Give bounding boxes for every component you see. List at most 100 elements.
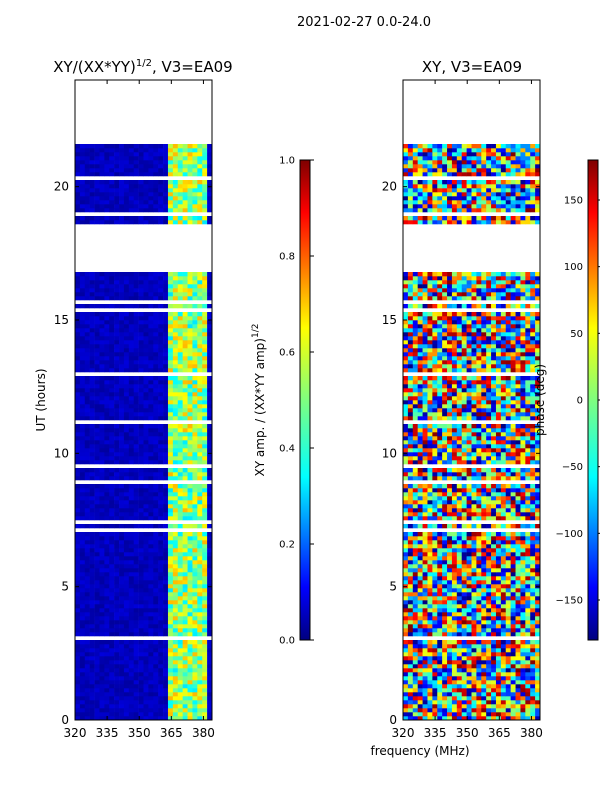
heatmap-cell	[84, 544, 90, 549]
heatmap-cell	[207, 388, 213, 393]
heatmap-cell	[530, 544, 536, 549]
heatmap-cell	[109, 384, 115, 389]
heatmap-cell	[520, 660, 526, 665]
heatmap-cell	[495, 628, 502, 633]
heatmap-cell	[417, 504, 423, 509]
heatmap-cell	[442, 496, 448, 501]
heatmap-cell	[197, 616, 203, 621]
heatmap-cell	[177, 556, 183, 561]
heatmap-cell	[202, 208, 208, 213]
heatmap-cell	[442, 612, 448, 617]
heatmap-cell	[109, 216, 115, 221]
heatmap-cell	[163, 640, 169, 645]
heatmap-cell	[114, 680, 120, 685]
heatmap-cell	[138, 680, 144, 685]
heatmap-cell	[495, 488, 502, 493]
heatmap-cell	[192, 168, 198, 173]
heatmap-cell	[114, 216, 120, 221]
heatmap-cell	[109, 396, 115, 401]
heatmap-cell	[427, 488, 433, 493]
heatmap-cell	[123, 356, 130, 361]
heatmap-cell	[109, 408, 115, 413]
heatmap-cell	[148, 616, 154, 621]
heatmap-cell	[75, 632, 81, 637]
heatmap-cell	[172, 160, 179, 165]
heatmap-cell	[525, 604, 531, 609]
heatmap-cell	[187, 180, 193, 185]
heatmap-cell	[207, 504, 213, 509]
heatmap-cell	[451, 640, 458, 645]
heatmap-cell	[148, 168, 154, 173]
heatmap-cell	[172, 524, 179, 529]
heatmap-cell	[177, 376, 183, 381]
heatmap-cell	[167, 348, 174, 353]
heatmap-cell	[486, 692, 492, 697]
heatmap-cell	[486, 612, 492, 617]
heatmap-cell	[84, 712, 90, 717]
heatmap-cell	[481, 536, 487, 541]
heatmap-cell	[407, 568, 414, 573]
heatmap-cell	[476, 544, 482, 549]
heatmap-cell	[99, 640, 105, 645]
heatmap-cell	[451, 624, 458, 629]
heatmap-cell	[403, 672, 409, 677]
heatmap-cell	[79, 548, 86, 553]
heatmap-cell	[114, 560, 120, 565]
heatmap-cell	[505, 500, 511, 505]
heatmap-cell	[163, 552, 169, 557]
heatmap-cell	[197, 328, 203, 333]
heatmap-cell	[109, 540, 115, 545]
heatmap-cell	[202, 632, 208, 637]
heatmap-cell	[167, 588, 174, 593]
heatmap-cell	[89, 656, 95, 661]
heatmap-cell	[84, 668, 90, 673]
heatmap-cell	[177, 388, 183, 393]
heatmap-cell	[207, 508, 213, 513]
heatmap-cell	[197, 676, 203, 681]
heatmap-cell	[461, 600, 467, 605]
heatmap-cell	[535, 512, 541, 517]
heatmap-cell	[510, 600, 516, 605]
heatmap-cell	[84, 584, 90, 589]
heatmap-cell	[207, 456, 213, 461]
heatmap-cell	[109, 500, 115, 505]
heatmap-cell	[403, 624, 409, 629]
heatmap-cell	[172, 312, 179, 317]
heatmap-cell	[177, 680, 183, 685]
heatmap-cell	[207, 624, 213, 629]
heatmap-cell	[461, 508, 467, 513]
heatmap-cell	[104, 152, 110, 157]
heatmap-cell	[75, 676, 81, 681]
heatmap-cell	[187, 536, 193, 541]
heatmap-cell	[495, 608, 502, 613]
heatmap-cell	[495, 536, 502, 541]
heatmap-cell	[128, 564, 135, 569]
heatmap-cell	[192, 656, 198, 661]
heatmap-cell	[148, 328, 154, 333]
heatmap-cell	[94, 360, 100, 365]
heatmap-cell	[486, 632, 492, 637]
heatmap-cell	[94, 376, 100, 381]
heatmap-cell	[447, 552, 453, 557]
heatmap-cell	[182, 304, 188, 309]
heatmap-cell	[530, 628, 536, 633]
heatmap-cell	[84, 708, 90, 713]
heatmap-cell	[427, 548, 433, 553]
heatmap-cell	[417, 516, 423, 521]
heatmap-cell	[143, 288, 149, 293]
heatmap-cell	[153, 596, 159, 601]
heatmap-cell	[432, 516, 438, 521]
heatmap-cell	[104, 632, 110, 637]
heatmap-cell	[75, 456, 81, 461]
heatmap-cell	[432, 540, 438, 545]
heatmap-cell	[437, 628, 443, 633]
heatmap-cell	[158, 276, 164, 281]
heatmap-cell	[138, 540, 144, 545]
heatmap-cell	[461, 596, 467, 601]
heatmap-cell	[163, 544, 169, 549]
heatmap-cell	[442, 540, 448, 545]
heatmap-cell	[471, 576, 477, 581]
heatmap-cell	[158, 552, 164, 557]
